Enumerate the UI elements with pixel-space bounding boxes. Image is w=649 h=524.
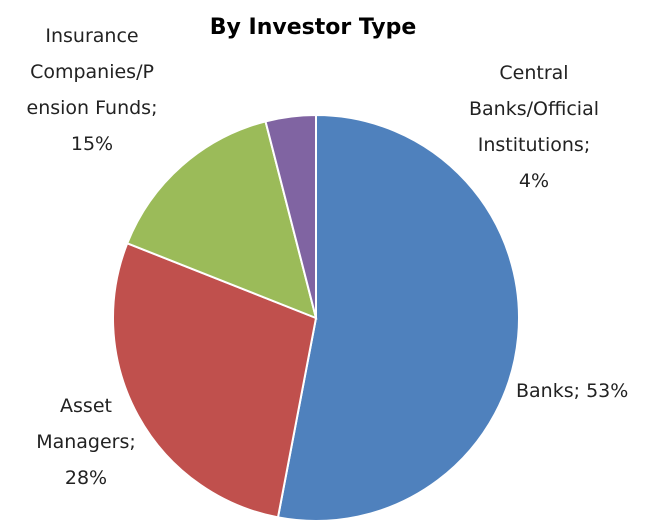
pie-slice: [276, 113, 520, 522]
data-label: Asset Managers; 28%: [36, 395, 136, 489]
chart-title: By Investor Type: [210, 15, 417, 40]
pie-slice: [112, 241, 318, 519]
pie-slice: [125, 120, 318, 320]
data-label: Insurance Companies/P ension Funds; 15%: [27, 25, 158, 155]
pie-slice: [264, 113, 317, 319]
data-label: Banks; 53%: [516, 380, 628, 402]
data-label: Central Banks/Official Institutions; 4%: [469, 62, 599, 192]
